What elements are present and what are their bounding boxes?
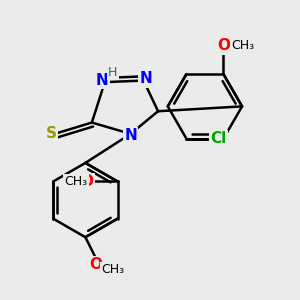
Text: CH₃: CH₃ bbox=[64, 175, 87, 188]
Text: Cl: Cl bbox=[211, 131, 227, 146]
Text: CH₃: CH₃ bbox=[231, 39, 254, 52]
Text: CH₃: CH₃ bbox=[102, 263, 125, 276]
Text: N: N bbox=[124, 128, 137, 143]
Text: O: O bbox=[80, 174, 93, 189]
Text: O: O bbox=[89, 257, 102, 272]
Text: S: S bbox=[46, 126, 57, 141]
Text: O: O bbox=[217, 38, 230, 53]
Text: H: H bbox=[108, 66, 118, 79]
Text: N: N bbox=[140, 71, 152, 86]
Text: N: N bbox=[96, 73, 109, 88]
